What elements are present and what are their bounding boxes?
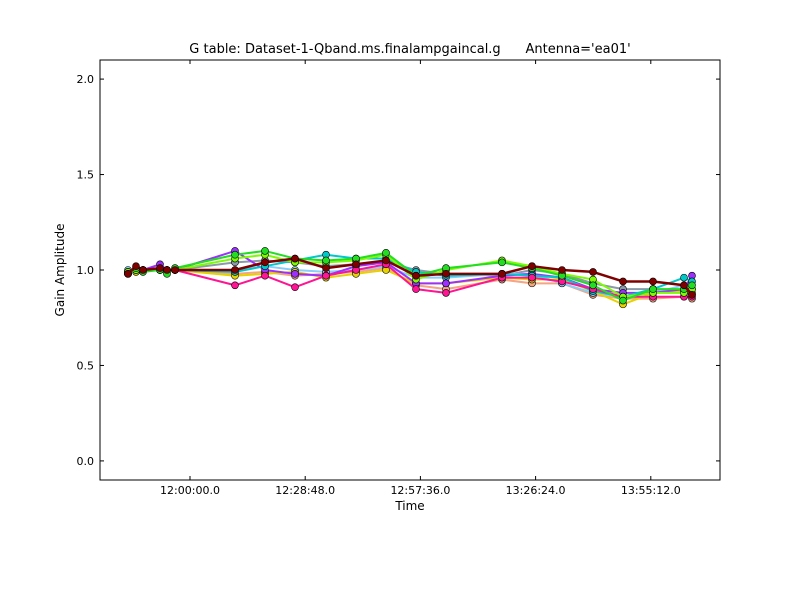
data-point: [261, 247, 269, 255]
x-tick-label: 12:57:36.0: [390, 484, 450, 497]
y-tick-label: 0.0: [77, 455, 95, 468]
data-point: [382, 256, 390, 265]
chart-title: G table: Dataset-1-Qband.ms.finalampgain…: [189, 42, 630, 57]
data-point: [261, 258, 269, 267]
data-point: [382, 249, 390, 257]
data-point: [261, 271, 269, 280]
data-point: [231, 250, 239, 259]
data-point: [124, 270, 132, 278]
data-point: [139, 266, 147, 274]
data-point: [156, 264, 164, 272]
data-point: [619, 296, 627, 305]
data-point: [132, 262, 140, 270]
data-point: [442, 289, 450, 297]
x-tick-label: 12:00:00.0: [160, 484, 220, 497]
data-point: [352, 260, 360, 269]
data-point: [498, 270, 506, 278]
y-tick-label: 0.5: [77, 359, 95, 372]
series-line-green: [127, 249, 693, 302]
data-point: [412, 285, 420, 293]
data-point: [688, 281, 696, 290]
data-point: [498, 258, 506, 267]
data-point: [171, 266, 179, 274]
data-point: [589, 268, 597, 276]
series-dark-red: [124, 254, 696, 299]
data-point: [442, 279, 450, 288]
data-point: [528, 262, 536, 270]
data-point: [163, 266, 171, 274]
data-point: [231, 266, 239, 274]
x-tick-label: 13:55:12.0: [621, 484, 681, 497]
x-tick-label: 12:28:48.0: [275, 484, 335, 497]
y-tick-label: 1.0: [77, 264, 95, 277]
data-point: [442, 270, 450, 278]
data-point: [558, 266, 566, 274]
data-point: [680, 273, 688, 282]
data-point: [688, 291, 696, 299]
data-point: [291, 270, 299, 278]
data-point: [322, 271, 330, 280]
y-tick-label: 1.5: [77, 169, 95, 182]
data-point: [589, 281, 597, 290]
data-point: [322, 256, 330, 265]
y-axis-label: Gain Amplitude: [53, 224, 67, 317]
data-point: [649, 285, 657, 293]
data-point: [412, 271, 420, 280]
data-point: [528, 273, 536, 282]
x-tick-label: 13:26:24.0: [506, 484, 566, 497]
data-point: [649, 277, 657, 286]
data-point: [322, 264, 330, 272]
data-point: [291, 283, 299, 291]
series-line-dark-red: [127, 257, 693, 296]
data-point: [680, 281, 688, 290]
data-point: [619, 277, 627, 286]
x-axis-label: Time: [394, 499, 424, 513]
data-point: [291, 254, 299, 263]
y-tick-label: 2.0: [77, 73, 95, 86]
data-point: [231, 281, 239, 290]
